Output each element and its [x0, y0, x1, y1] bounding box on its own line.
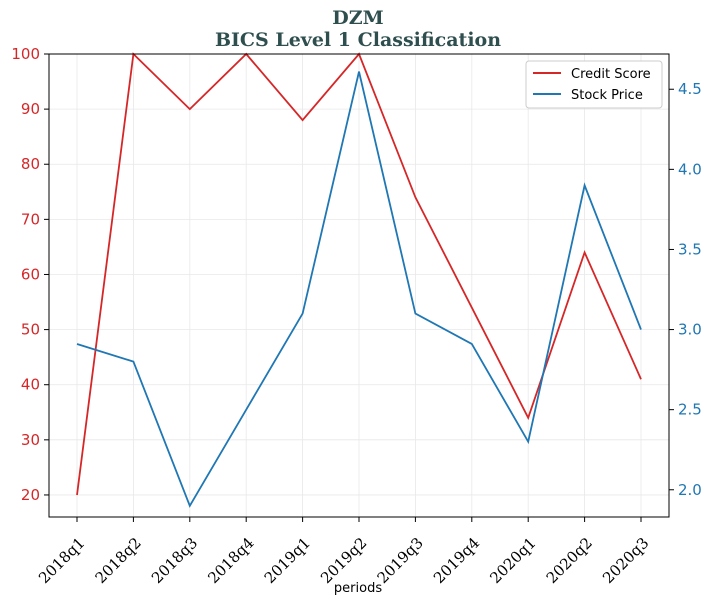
x-tick-label: 2019q2 — [317, 534, 370, 587]
y-left-tick-label: 90 — [21, 100, 40, 118]
y-left-tick-label: 70 — [21, 210, 40, 228]
x-tick-label: 2018q3 — [148, 534, 201, 587]
legend: Credit Score Stock Price — [525, 60, 663, 109]
grid — [49, 53, 669, 517]
y-left-tick-label: 20 — [21, 486, 40, 504]
chart-subtitle: BICS Level 1 Classification — [215, 29, 501, 51]
y-right-tick-label: 3.5 — [678, 240, 702, 258]
y-right-tick-label: 2.5 — [678, 401, 702, 419]
y-left-tick-label: 80 — [21, 155, 40, 173]
x-tick-label: 2019q4 — [430, 534, 483, 587]
y-left-tick-label: 30 — [21, 431, 40, 449]
x-tick-label: 2018q2 — [92, 534, 145, 587]
x-tick-label: 2019q1 — [261, 534, 314, 587]
y-left-tick-label: 60 — [21, 265, 40, 283]
x-tick-label: 2018q1 — [35, 534, 88, 587]
legend-label-credit-score: Credit Score — [571, 67, 651, 82]
x-tick-label: 2020q1 — [486, 534, 539, 587]
x-tick-label: 2020q3 — [599, 534, 652, 587]
x-tick-label: 2019q3 — [374, 534, 427, 587]
x-axis-label: periods — [334, 581, 382, 596]
y-right-tick-label: 3.0 — [678, 321, 702, 339]
y-left-tick-label: 100 — [11, 45, 40, 63]
chart-title: DZM — [332, 7, 383, 29]
y-left-tick-label: 40 — [21, 376, 40, 394]
x-axis: 2018q1 2018q2 2018q3 2018q4 2019q1 2019q2 2019… — [35, 517, 652, 587]
y-right-tick-label: 4.0 — [678, 160, 702, 178]
y-right-tick-label: 2.0 — [678, 481, 702, 499]
y-right-tick-label: 4.5 — [678, 80, 702, 98]
y-axis-left: 20 30 40 50 60 70 80 90 100 — [11, 45, 49, 504]
y-axis-right: 2.0 2.5 3.0 3.5 4.0 4.5 — [669, 80, 702, 499]
legend-label-stock-price: Stock Price — [571, 88, 643, 103]
series-line-stock-price — [76, 71, 642, 508]
x-tick-label: 2018q4 — [204, 534, 257, 587]
y-left-tick-label: 50 — [21, 321, 40, 339]
x-tick-label: 2020q2 — [543, 534, 596, 587]
